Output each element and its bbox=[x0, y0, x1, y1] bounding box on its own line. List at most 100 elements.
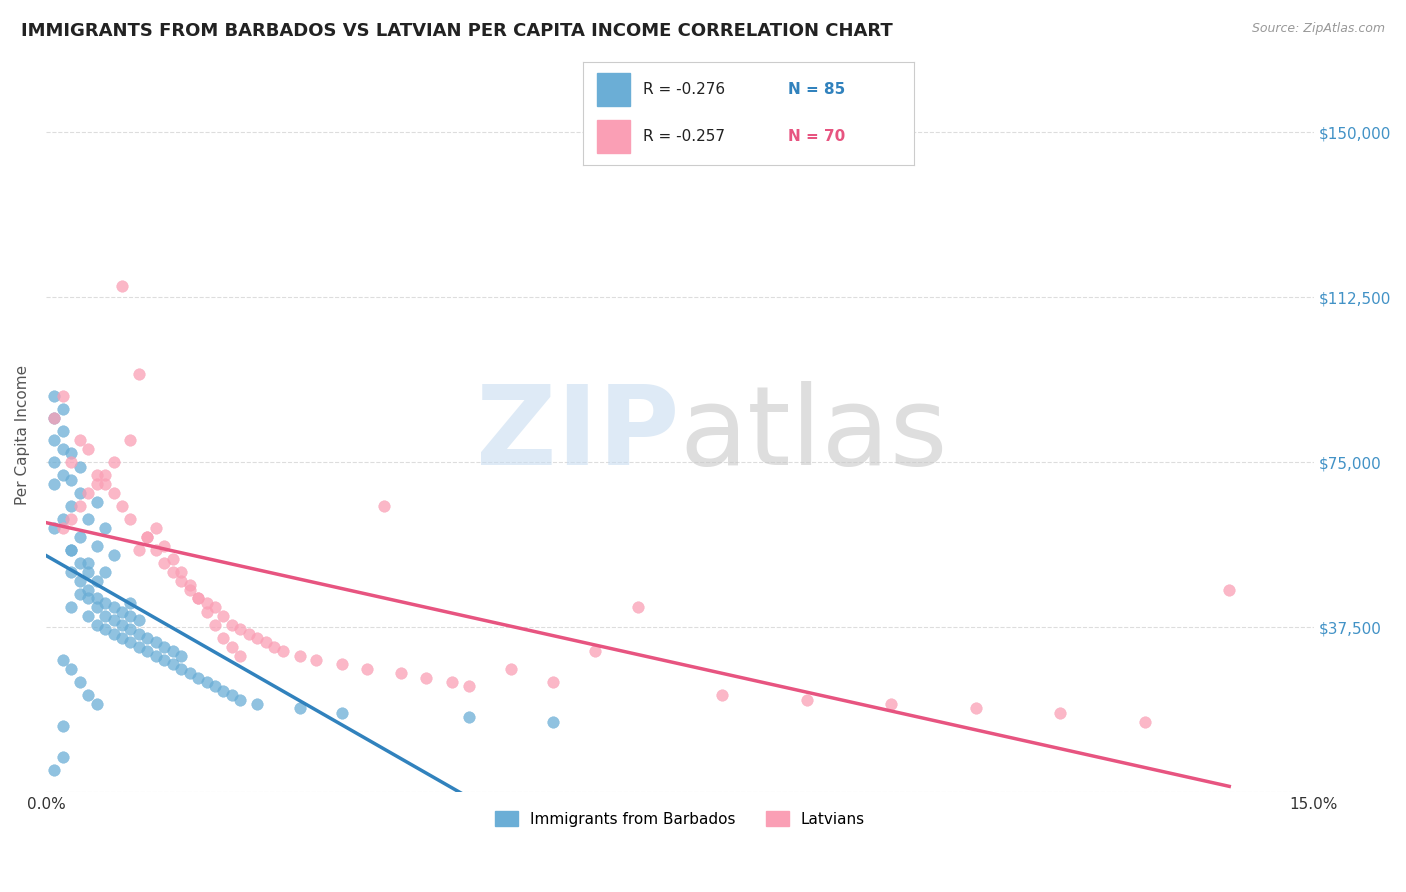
Point bbox=[204, 680, 226, 694]
Point bbox=[52, 389, 75, 403]
Point bbox=[86, 600, 108, 615]
Point bbox=[44, 477, 66, 491]
Point bbox=[254, 635, 277, 649]
Point bbox=[103, 548, 125, 562]
Point bbox=[153, 557, 176, 571]
Point bbox=[179, 666, 201, 681]
Point bbox=[69, 557, 91, 571]
Point bbox=[69, 675, 91, 690]
Point bbox=[44, 521, 66, 535]
Point bbox=[69, 486, 91, 500]
Point bbox=[77, 442, 100, 456]
Point bbox=[389, 666, 412, 681]
Point bbox=[204, 618, 226, 632]
Point bbox=[271, 644, 294, 658]
Point bbox=[86, 495, 108, 509]
Point bbox=[229, 622, 252, 636]
Point bbox=[60, 662, 83, 676]
Point bbox=[103, 614, 125, 628]
Point bbox=[77, 591, 100, 606]
Point bbox=[195, 675, 218, 690]
Point bbox=[457, 710, 479, 724]
Point bbox=[128, 614, 150, 628]
Point bbox=[136, 530, 159, 544]
Point bbox=[212, 631, 235, 645]
Point bbox=[77, 688, 100, 702]
Point bbox=[541, 675, 564, 690]
Text: atlas: atlas bbox=[681, 381, 949, 488]
Point bbox=[229, 648, 252, 663]
Point bbox=[69, 587, 91, 601]
Point bbox=[179, 578, 201, 592]
Point bbox=[60, 473, 83, 487]
Point bbox=[94, 622, 117, 636]
Bar bbox=[596, 73, 630, 105]
Text: IMMIGRANTS FROM BARBADOS VS LATVIAN PER CAPITA INCOME CORRELATION CHART: IMMIGRANTS FROM BARBADOS VS LATVIAN PER … bbox=[21, 22, 893, 40]
Point bbox=[52, 653, 75, 667]
Point bbox=[60, 565, 83, 579]
Point bbox=[221, 688, 243, 702]
Point bbox=[187, 591, 209, 606]
Point bbox=[86, 618, 108, 632]
Point bbox=[212, 609, 235, 624]
Point bbox=[52, 425, 75, 439]
Point bbox=[111, 631, 134, 645]
Point bbox=[86, 574, 108, 588]
Point bbox=[52, 402, 75, 417]
Point bbox=[246, 697, 269, 711]
Point bbox=[52, 468, 75, 483]
Point bbox=[195, 596, 218, 610]
Point bbox=[60, 600, 83, 615]
Point bbox=[86, 477, 108, 491]
Point bbox=[1218, 582, 1240, 597]
Point bbox=[626, 600, 648, 615]
Point bbox=[44, 411, 66, 425]
Point bbox=[69, 574, 91, 588]
Point bbox=[69, 530, 91, 544]
Point bbox=[583, 644, 606, 658]
Point bbox=[330, 706, 353, 720]
Point bbox=[52, 512, 75, 526]
Text: Source: ZipAtlas.com: Source: ZipAtlas.com bbox=[1251, 22, 1385, 36]
Point bbox=[69, 433, 91, 447]
Point bbox=[145, 635, 167, 649]
Point bbox=[94, 596, 117, 610]
Point bbox=[145, 543, 167, 558]
Point bbox=[711, 688, 734, 702]
Point bbox=[179, 582, 201, 597]
Point bbox=[162, 552, 184, 566]
Point bbox=[457, 680, 479, 694]
Point bbox=[221, 618, 243, 632]
Point bbox=[103, 626, 125, 640]
Point bbox=[111, 605, 134, 619]
Point bbox=[103, 600, 125, 615]
Point bbox=[120, 433, 142, 447]
Point bbox=[120, 635, 142, 649]
Point bbox=[263, 640, 285, 654]
Point bbox=[77, 557, 100, 571]
Point bbox=[69, 459, 91, 474]
Point bbox=[356, 662, 378, 676]
Point bbox=[120, 622, 142, 636]
Point bbox=[162, 644, 184, 658]
Point bbox=[120, 512, 142, 526]
Point bbox=[94, 477, 117, 491]
Point bbox=[52, 749, 75, 764]
Point bbox=[162, 657, 184, 672]
Point bbox=[541, 714, 564, 729]
Point bbox=[170, 648, 193, 663]
Point bbox=[153, 539, 176, 553]
Point bbox=[44, 455, 66, 469]
Point bbox=[111, 279, 134, 293]
Point bbox=[103, 486, 125, 500]
Point bbox=[94, 609, 117, 624]
Point bbox=[305, 653, 328, 667]
Text: N = 70: N = 70 bbox=[789, 128, 845, 144]
Point bbox=[94, 468, 117, 483]
Point bbox=[77, 512, 100, 526]
Point bbox=[86, 468, 108, 483]
Point bbox=[60, 455, 83, 469]
Point bbox=[94, 565, 117, 579]
Point bbox=[128, 543, 150, 558]
Point bbox=[246, 631, 269, 645]
